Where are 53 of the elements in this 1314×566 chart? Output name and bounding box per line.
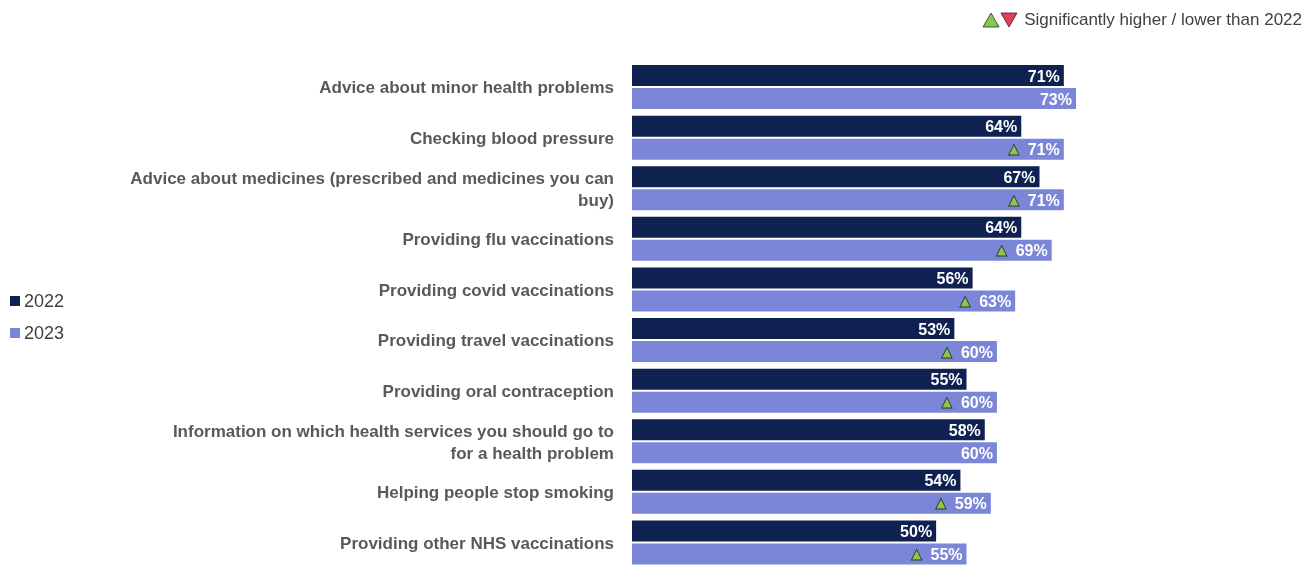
bar xyxy=(632,267,973,289)
bar xyxy=(632,138,1064,160)
data-label: ▲ 60% xyxy=(938,392,993,413)
data-label: 64% xyxy=(985,218,1018,236)
bar xyxy=(632,442,997,464)
data-label: ▲ 55% xyxy=(907,543,963,564)
y-tick-label: Advice about medicines (prescribed and medicines you can buy) xyxy=(130,168,614,209)
y-tick-label: Providing flu vaccinations xyxy=(402,229,614,249)
y-tick-label: Providing oral contraception xyxy=(382,381,614,401)
y-tick-label: Advice about minor health problems xyxy=(319,77,614,97)
bar xyxy=(632,341,997,363)
y-tick-label: Providing covid vaccinations xyxy=(378,280,614,300)
data-label: 71% xyxy=(1027,67,1060,85)
bar xyxy=(632,290,1016,312)
data-label: 55% xyxy=(930,370,963,388)
y-tick-label: Providing other NHS vaccinations xyxy=(340,533,614,553)
bar xyxy=(632,469,961,491)
y-tick-label: Checking blood pressure xyxy=(409,128,614,148)
bar xyxy=(632,166,1040,188)
bar xyxy=(632,216,1022,238)
bar xyxy=(632,520,937,542)
data-label: 50% xyxy=(900,522,933,540)
data-label: 64% xyxy=(985,117,1018,135)
bar xyxy=(632,88,1076,110)
text: Significantly higher / lower than 2022 xyxy=(1024,10,1302,30)
legend-label: 2022 xyxy=(24,290,65,312)
bar xyxy=(632,391,997,413)
data-label: 60% xyxy=(960,444,993,462)
data-label: ▲ 71% xyxy=(1004,189,1060,210)
y-tick-label: Providing travel vaccinations xyxy=(377,330,614,350)
bar xyxy=(632,492,991,514)
data-label: ▲ 59% xyxy=(931,493,987,514)
bar xyxy=(632,189,1064,211)
bar xyxy=(632,368,967,390)
legend-label: 2023 xyxy=(24,322,65,344)
data-label: ▲ 60% xyxy=(938,341,993,362)
bar xyxy=(632,239,1052,261)
bar xyxy=(632,419,985,441)
y-tick-label: Information on which health services you should go to for a health problem xyxy=(172,421,614,462)
data-label: 73% xyxy=(1039,90,1072,108)
bar xyxy=(632,318,955,340)
bar xyxy=(632,115,1022,137)
data-label: 58% xyxy=(948,421,981,439)
bar xyxy=(632,65,1064,87)
bar xyxy=(632,543,967,565)
data-label: 53% xyxy=(918,320,951,338)
data-label: 67% xyxy=(1003,168,1036,186)
data-label: 54% xyxy=(924,471,957,489)
data-label: ▲ 63% xyxy=(956,290,1012,311)
data-label: 56% xyxy=(936,269,969,287)
data-label: ▲ 69% xyxy=(992,240,1048,261)
y-tick-label: Helping people stop smoking xyxy=(376,482,614,502)
data-label: ▲ 71% xyxy=(1004,139,1060,160)
